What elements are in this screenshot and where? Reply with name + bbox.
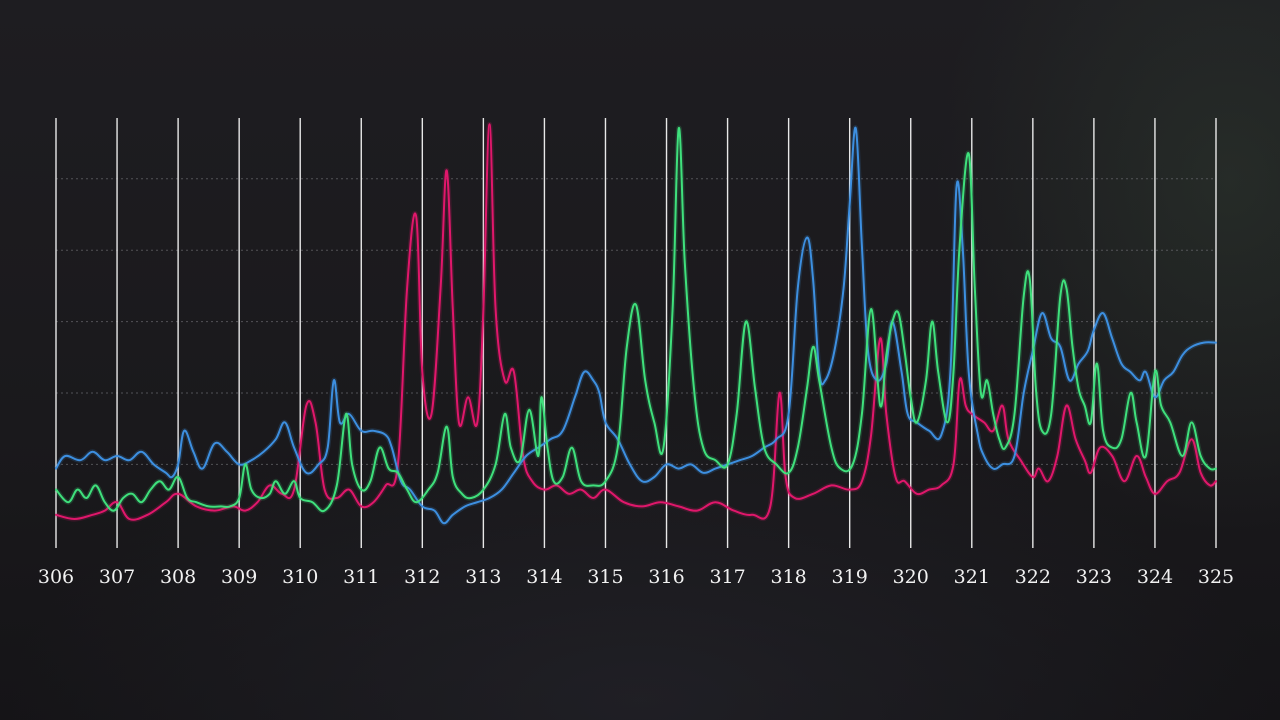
- x-tick-label-315: 315: [587, 566, 623, 588]
- x-tick-label-325: 325: [1198, 566, 1234, 588]
- x-tick-label-316: 316: [648, 566, 684, 588]
- x-tick-label-306: 306: [38, 566, 74, 588]
- x-tick-label-323: 323: [1076, 566, 1112, 588]
- x-tick-label-307: 307: [99, 566, 135, 588]
- vertical-grid: [55, 118, 1217, 548]
- series-line-3: [55, 127, 1217, 513]
- x-tick-label-321: 321: [954, 566, 990, 588]
- x-tick-label-313: 313: [465, 566, 501, 588]
- x-tick-label-310: 310: [282, 566, 318, 588]
- x-tick-label-324: 324: [1137, 566, 1173, 588]
- x-tick-label-318: 318: [770, 566, 806, 588]
- x-tick-label-311: 311: [343, 566, 379, 588]
- x-tick-label-319: 319: [832, 566, 868, 588]
- x-tick-label-308: 308: [160, 566, 196, 588]
- x-tick-labels: 306 307 308 309 310 311 312 313 314 315 316 317 318 3…: [38, 566, 1234, 588]
- x-tick-label-317: 317: [709, 566, 745, 588]
- series-line-1: [55, 123, 1217, 521]
- x-tick-label-309: 309: [221, 566, 257, 588]
- x-tick-label-312: 312: [404, 566, 440, 588]
- x-tick-label-314: 314: [526, 566, 562, 588]
- x-tick-label-322: 322: [1015, 566, 1051, 588]
- x-tick-label-320: 320: [893, 566, 929, 588]
- series-layer: [53, 121, 1218, 526]
